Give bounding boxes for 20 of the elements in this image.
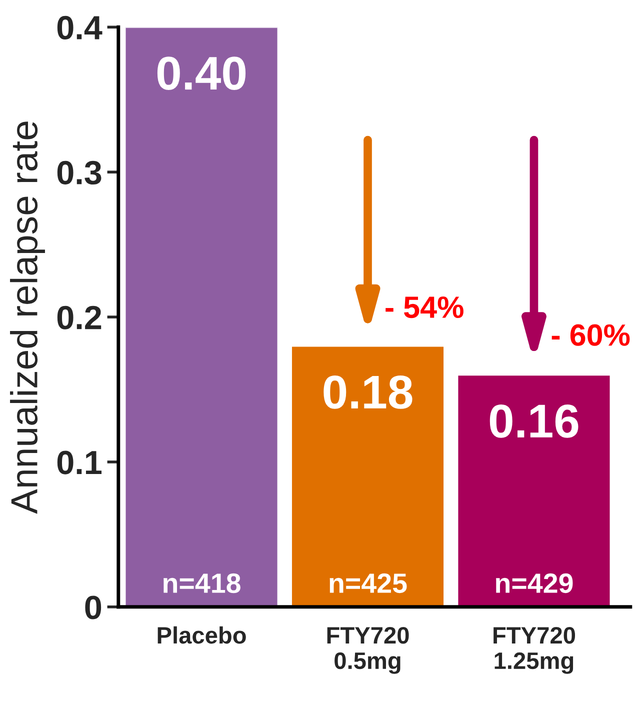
annotation: - 54% <box>386 296 464 318</box>
annotation: n=429 <box>496 573 573 594</box>
y-tick-label: 0.2 <box>57 306 102 330</box>
data-label: 0.40 <box>157 56 246 90</box>
y-tick-label: 0.4 <box>57 16 102 40</box>
x-tick-label: FTY720 0.5mg <box>327 626 409 674</box>
y-axis-title: Annualized relapse rate <box>10 122 45 514</box>
bar <box>124 27 279 607</box>
annotation: n=425 <box>330 573 407 594</box>
data-label: 0.18 <box>324 375 412 409</box>
annotation: n=418 <box>164 573 240 594</box>
bar <box>456 374 612 607</box>
x-tick-label: Placebo <box>158 626 246 644</box>
data-label: 0.16 <box>490 404 578 438</box>
annotation: - 60% <box>552 324 630 346</box>
y-tick-label: 0 <box>85 596 102 620</box>
bar <box>290 345 445 607</box>
y-tick-label: 0.3 <box>57 160 102 185</box>
y-tick-label: 0.1 <box>57 450 102 474</box>
x-tick-label: FTY720 1.25mg <box>494 626 576 674</box>
